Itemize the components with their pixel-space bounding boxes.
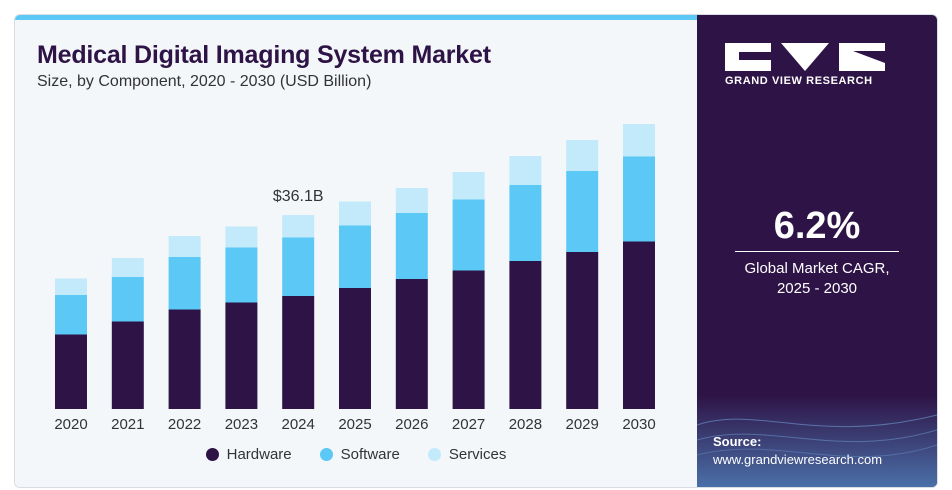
- bar-hardware-2023: [225, 302, 258, 409]
- bar-hardware-2028: [509, 261, 542, 409]
- x-tick-label-2024: 2024: [282, 416, 315, 433]
- bar-software-2027: [452, 199, 485, 271]
- cagr-value: 6.2%: [773, 205, 861, 247]
- x-tick-label-2020: 2020: [54, 416, 87, 433]
- legend-item-services: Services: [427, 446, 507, 463]
- stacked-bar-chart: 2020 2021 2022 2023 2024 $36.1B 2025 2026 2027 20…: [54, 124, 656, 433]
- bar-software-2026: [395, 213, 428, 279]
- bar-hardware-2027: [452, 270, 485, 409]
- bar-hardware-2020: [55, 334, 87, 409]
- x-tick-label-2027: 2027: [452, 416, 485, 433]
- legend-swatch-software: [319, 448, 333, 461]
- bar-software-2020: [55, 295, 87, 335]
- bar-services-2030: [623, 124, 655, 157]
- bar-hardware-2026: [395, 279, 428, 409]
- summary-panel: GRAND VIEW RESEARCH 6.2% Global Market C…: [697, 15, 937, 487]
- bar-software-2028: [509, 185, 542, 261]
- bar-services-2026: [395, 188, 428, 213]
- legend-label-services: Services: [448, 446, 507, 463]
- x-tick-label-2023: 2023: [225, 416, 258, 433]
- source-label: Source:: [713, 434, 762, 449]
- x-tick-label-2029: 2029: [566, 416, 599, 433]
- bar-services-2023: [225, 226, 258, 248]
- source-url[interactable]: www.grandviewresearch.com: [713, 452, 883, 467]
- x-tick-label-2021: 2021: [111, 416, 144, 433]
- bar-services-2020: [55, 278, 87, 295]
- cagr-label-line-2: 2025 - 2030: [776, 280, 858, 297]
- cagr-label: Global Market CAGR, 2025 - 2030: [697, 259, 937, 299]
- bar-services-2028: [509, 156, 542, 185]
- bar-services-2021: [111, 258, 144, 277]
- legend-swatch-hardware: [205, 448, 219, 461]
- bar-services-2022: [168, 236, 201, 257]
- bar-software-2025: [339, 225, 371, 288]
- bar-software-2029: [566, 171, 599, 252]
- bar-services-2029: [566, 140, 599, 171]
- brand-name: GRAND VIEW RESEARCH: [725, 75, 873, 87]
- cagr-label-line-1: Global Market CAGR,: [744, 260, 890, 277]
- x-tick-label-2022: 2022: [168, 416, 201, 433]
- x-tick-label-2026: 2026: [395, 416, 428, 433]
- x-tick-label-2030: 2030: [622, 416, 655, 433]
- data-label-2024: $36.1B: [273, 188, 324, 205]
- decorative-wave: [697, 395, 937, 487]
- grand-view-research-logo: [725, 43, 885, 71]
- cagr-divider: [735, 251, 899, 252]
- bar-software-2023: [225, 247, 258, 303]
- x-tick-label-2025: 2025: [338, 416, 371, 433]
- chart-subtitle: Size, by Component, 2020 - 2030 (USD Bil…: [37, 73, 372, 90]
- bar-software-2024: [282, 237, 315, 296]
- bar-hardware-2021: [111, 321, 144, 409]
- bar-hardware-2022: [168, 309, 201, 409]
- legend-label-hardware: Hardware: [226, 446, 292, 463]
- bar-hardware-2025: [339, 288, 371, 409]
- bar-services-2024: [282, 215, 315, 238]
- legend-item-hardware: Hardware: [205, 446, 292, 463]
- chart-title: Medical Digital Imaging System Market: [37, 41, 491, 69]
- bar-software-2022: [168, 257, 201, 310]
- bar-hardware-2029: [566, 252, 599, 409]
- bar-hardware-2030: [623, 241, 655, 409]
- bar-hardware-2024: [282, 296, 315, 409]
- bar-services-2027: [452, 172, 485, 200]
- x-tick-label-2028: 2028: [509, 416, 542, 433]
- bar-software-2030: [623, 156, 655, 242]
- infographic-card: Medical Digital Imaging System Market Si…: [14, 14, 938, 488]
- legend-label-software: Software: [340, 446, 400, 463]
- bar-software-2021: [111, 277, 144, 322]
- bar-services-2025: [339, 201, 371, 226]
- chart-legend: Hardware Software Services: [15, 446, 697, 463]
- accent-bar: [15, 15, 697, 20]
- legend-item-software: Software: [319, 446, 400, 463]
- chart-panel: Medical Digital Imaging System Market Si…: [15, 15, 697, 487]
- legend-swatch-services: [427, 448, 441, 461]
